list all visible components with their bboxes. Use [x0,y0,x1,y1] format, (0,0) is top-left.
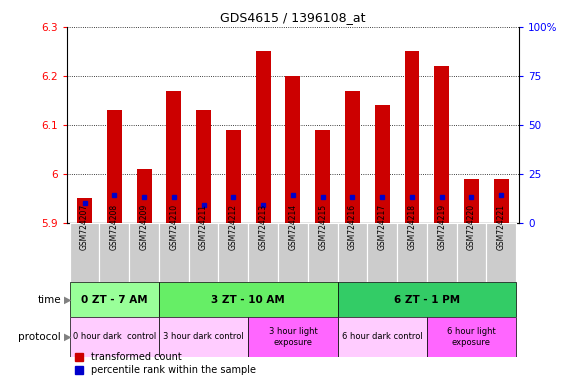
Text: ▶: ▶ [64,332,71,342]
FancyBboxPatch shape [248,223,278,282]
Bar [494,179,509,223]
Text: GSM724215: GSM724215 [318,204,327,250]
FancyBboxPatch shape [397,223,427,282]
Text: 3 ZT - 10 AM: 3 ZT - 10 AM [211,295,285,305]
Bar [77,198,92,223]
FancyBboxPatch shape [99,223,129,282]
Text: 0 ZT - 7 AM: 0 ZT - 7 AM [81,295,148,305]
Text: ▶: ▶ [64,295,71,305]
Bar [166,91,182,223]
FancyBboxPatch shape [367,223,397,282]
Text: GSM724209: GSM724209 [140,203,148,250]
FancyBboxPatch shape [338,223,367,282]
Bar [315,130,330,223]
FancyBboxPatch shape [456,223,487,282]
Text: protocol: protocol [18,332,61,342]
Bar [196,110,211,223]
Legend: transformed count, percentile rank within the sample: transformed count, percentile rank withi… [71,348,260,379]
Text: GSM724221: GSM724221 [496,204,506,250]
FancyBboxPatch shape [219,223,248,282]
FancyBboxPatch shape [338,282,516,317]
Bar [285,76,300,223]
FancyBboxPatch shape [159,317,248,357]
Bar [434,66,449,223]
Text: 0 hour dark  control: 0 hour dark control [72,333,156,341]
FancyBboxPatch shape [188,223,219,282]
FancyBboxPatch shape [338,317,427,357]
FancyBboxPatch shape [248,317,338,357]
Bar [345,91,360,223]
Bar [404,51,419,223]
FancyBboxPatch shape [308,223,338,282]
Text: GSM724208: GSM724208 [110,204,119,250]
FancyBboxPatch shape [70,282,159,317]
FancyBboxPatch shape [159,223,188,282]
Text: GSM724217: GSM724217 [378,204,387,250]
Text: 6 hour dark control: 6 hour dark control [342,333,423,341]
FancyBboxPatch shape [487,223,516,282]
Title: GDS4615 / 1396108_at: GDS4615 / 1396108_at [220,11,365,24]
Text: GSM724207: GSM724207 [80,203,89,250]
Text: GSM724214: GSM724214 [288,204,298,250]
Text: GSM724211: GSM724211 [199,204,208,250]
Bar [375,105,390,223]
FancyBboxPatch shape [70,317,159,357]
Text: GSM724218: GSM724218 [408,204,416,250]
FancyBboxPatch shape [278,223,308,282]
Bar [137,169,151,223]
Text: GSM724219: GSM724219 [437,204,446,250]
Bar [226,130,241,223]
FancyBboxPatch shape [427,223,456,282]
Bar [107,110,122,223]
Text: GSM724212: GSM724212 [229,204,238,250]
Text: 6 hour light
exposure: 6 hour light exposure [447,327,496,347]
Text: GSM724210: GSM724210 [169,204,178,250]
Bar [256,51,271,223]
Text: 3 hour dark control: 3 hour dark control [163,333,244,341]
FancyBboxPatch shape [427,317,516,357]
Text: 3 hour light
exposure: 3 hour light exposure [269,327,317,347]
FancyBboxPatch shape [70,223,99,282]
Text: GSM724220: GSM724220 [467,204,476,250]
Text: GSM724216: GSM724216 [348,204,357,250]
Text: GSM724213: GSM724213 [259,204,267,250]
Bar [464,179,479,223]
Text: time: time [37,295,61,305]
FancyBboxPatch shape [129,223,159,282]
Text: 6 ZT - 1 PM: 6 ZT - 1 PM [394,295,460,305]
FancyBboxPatch shape [159,282,338,317]
